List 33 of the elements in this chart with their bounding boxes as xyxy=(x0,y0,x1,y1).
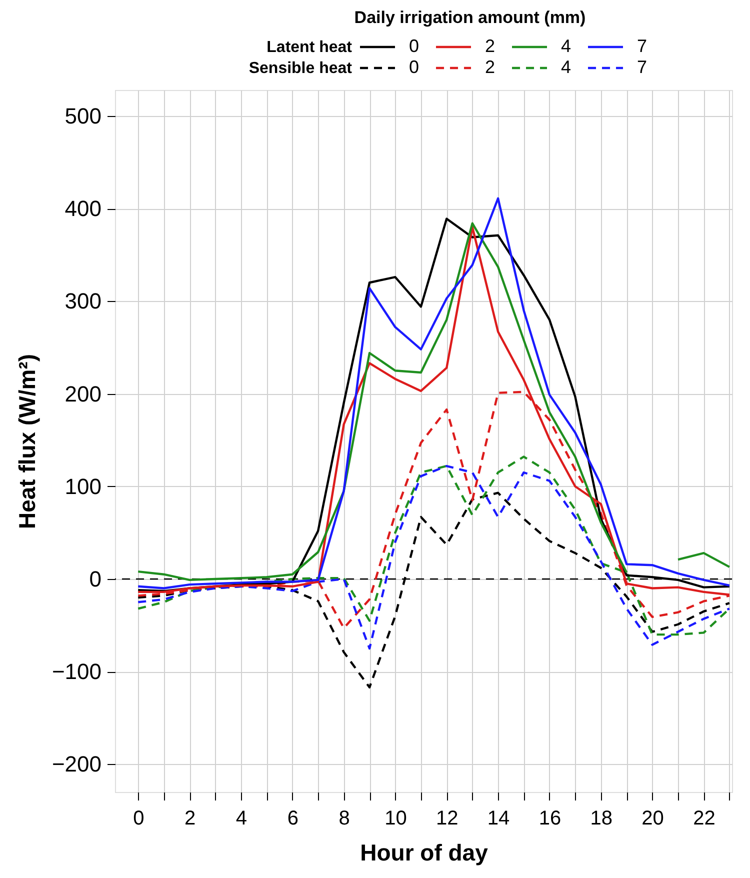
text: Latent heat xyxy=(266,39,353,56)
x-tick-label: 22 xyxy=(693,808,716,830)
x-axis-title: Hour of day xyxy=(360,840,488,866)
legend-label: 2 xyxy=(484,57,496,77)
y-tick-label: 200 xyxy=(64,381,102,406)
x-tick-label: 2 xyxy=(184,808,196,830)
text: Sensible heat xyxy=(248,60,353,77)
y-tick-label: 400 xyxy=(64,196,102,222)
y-tick-label: 0 xyxy=(89,566,102,592)
x-tick-label: 20 xyxy=(642,808,664,830)
y-tick-label: 100 xyxy=(64,474,102,499)
legend-label: 2 xyxy=(484,36,496,56)
legend-label: 7 xyxy=(636,36,648,56)
x-tick-label: 6 xyxy=(287,808,298,830)
y-tick-label: −100 xyxy=(52,659,102,684)
x-tick-label: 8 xyxy=(338,808,350,830)
legend-label: 7 xyxy=(636,57,648,77)
x-tick-label: 12 xyxy=(436,808,458,830)
legend-label: 0 xyxy=(408,57,420,77)
y-tick-label: 300 xyxy=(64,288,102,314)
y-tick-label: 500 xyxy=(64,103,102,128)
legend-label: 0 xyxy=(408,36,420,56)
x-tick-label: 0 xyxy=(133,808,144,830)
y-tick-label: −200 xyxy=(52,752,102,777)
legend-title: Daily irrigation amount (mm) xyxy=(354,8,586,27)
legend-label: 4 xyxy=(560,36,572,56)
x-tick-label: 16 xyxy=(538,808,562,830)
x-tick-label: 18 xyxy=(590,808,613,830)
legend-label: 4 xyxy=(560,57,572,77)
x-tick-label: 10 xyxy=(384,808,407,830)
y-axis-title: Heat flux (W/m²) xyxy=(14,354,40,530)
x-tick-label: 4 xyxy=(236,808,248,830)
x-tick-label: 14 xyxy=(487,808,510,830)
